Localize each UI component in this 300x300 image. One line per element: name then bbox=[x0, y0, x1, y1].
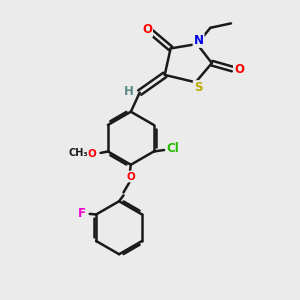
Text: F: F bbox=[77, 206, 86, 220]
Text: S: S bbox=[194, 81, 202, 94]
Text: H: H bbox=[124, 85, 134, 98]
Text: O: O bbox=[87, 149, 96, 159]
Text: CH₃: CH₃ bbox=[68, 148, 88, 158]
Text: N: N bbox=[194, 34, 204, 47]
Text: Cl: Cl bbox=[167, 142, 179, 155]
Text: O: O bbox=[142, 23, 152, 36]
Text: O: O bbox=[127, 172, 135, 182]
Text: O: O bbox=[234, 62, 244, 76]
